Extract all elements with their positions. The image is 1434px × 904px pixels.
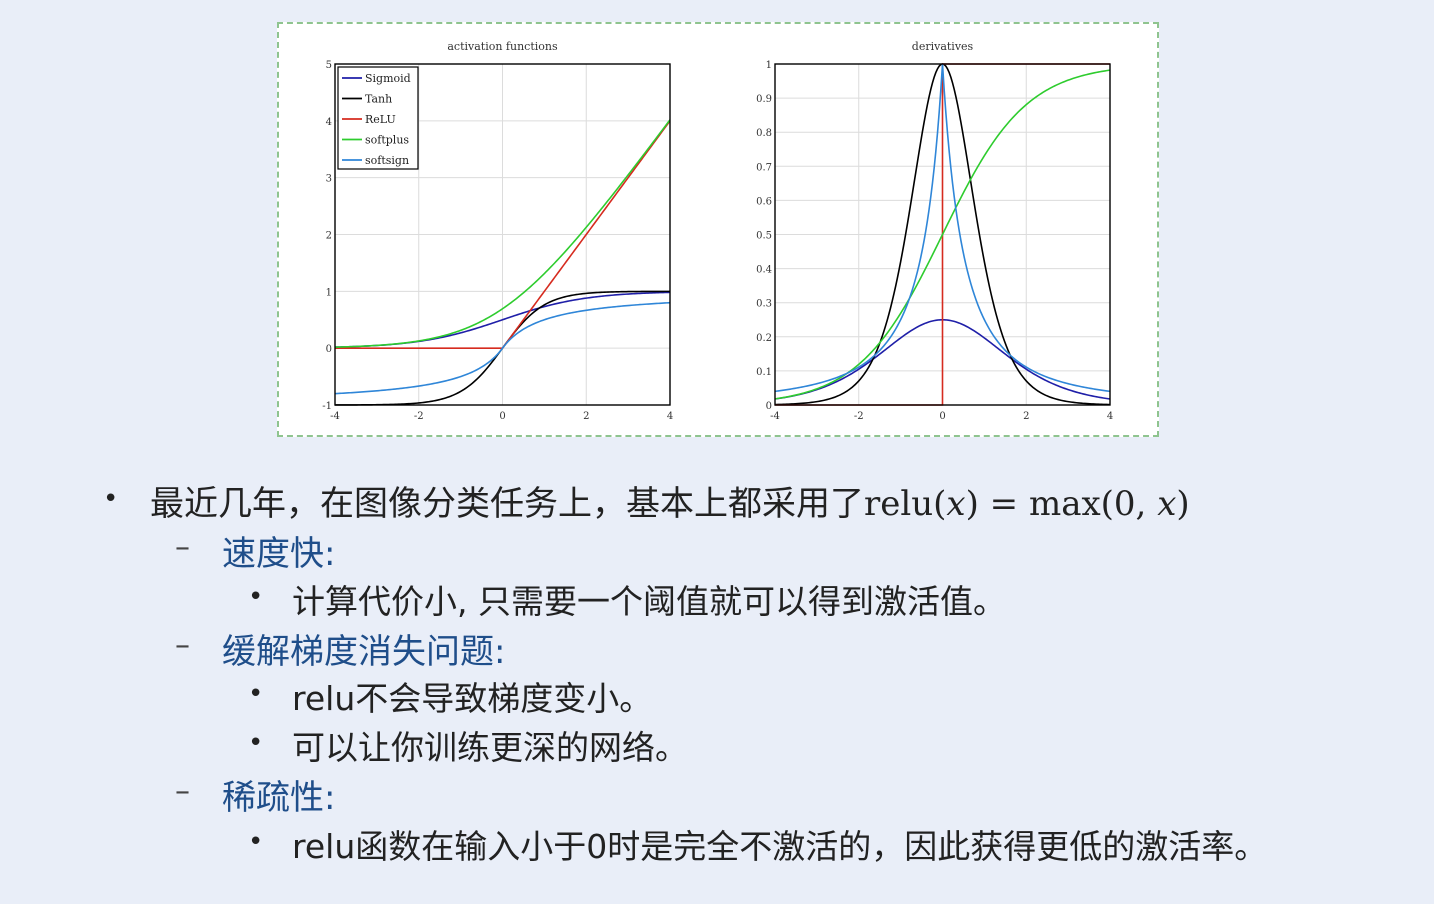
x-tick-label: 2 xyxy=(1023,411,1029,422)
legend-box xyxy=(337,66,419,170)
formula-end: ) xyxy=(1176,484,1190,524)
dash-marker: – xyxy=(175,530,190,565)
activation-figure: activation functions -4 -2 0 2 4 -1 0 1 2 3 4 5 Sigmo… xyxy=(322,40,1113,422)
bullet-main: 最近几年，在图像分类任务上，基本上都采用了relu(x) = max(0, x) xyxy=(150,476,1190,525)
legend-label: Tanh xyxy=(365,93,392,106)
y-tick-label: 0.9 xyxy=(756,94,772,105)
x-tick-label: -2 xyxy=(854,411,864,422)
item-vanishing-2: 可以让你训练更深的网络。 xyxy=(292,728,688,767)
x-tick-label: -2 xyxy=(414,411,424,422)
formula-mid: ) = max(0, xyxy=(965,484,1158,524)
y-tick-label: 0.5 xyxy=(756,231,772,242)
item-sparsity-1: relu函数在输入小于0时是完全不激活的，因此获得更低的激活率。 xyxy=(292,827,1268,866)
y-tick-label: 0.2 xyxy=(756,333,772,344)
legend-label: Sigmoid xyxy=(365,72,411,85)
y-tick-label: 0.1 xyxy=(756,367,772,378)
x-tick-label: 0 xyxy=(499,411,505,422)
y-tick-label: -1 xyxy=(322,401,332,412)
item-vanishing-1: relu不会导致梯度变小。 xyxy=(292,679,653,718)
relu-formula: relu(x) = max(0, x) xyxy=(864,484,1190,524)
y-tick-label: 1 xyxy=(766,60,772,71)
x-tick-label: 4 xyxy=(667,411,673,422)
legend-label: softsign xyxy=(365,154,409,167)
series-line-d_softplus xyxy=(774,69,1111,400)
x-tick-label: 2 xyxy=(583,411,589,422)
y-tick-label: 0.6 xyxy=(756,196,772,207)
sub-heading-speed: 速度快: xyxy=(222,534,336,574)
figure-panel: activation functions -4 -2 0 2 4 -1 0 1 2 3 4 5 Sigmo… xyxy=(277,22,1159,437)
bullet-marker: • xyxy=(248,728,264,758)
bullet-marker: • xyxy=(248,827,264,857)
y-tick-label: 0 xyxy=(766,401,772,412)
chart-title: derivatives xyxy=(912,40,974,53)
sub-heading-vanishing: 缓解梯度消失问题: xyxy=(222,632,506,672)
legend-label: ReLU xyxy=(365,113,396,126)
formula-var: x xyxy=(946,484,966,524)
y-tick-label: 0.3 xyxy=(756,299,772,310)
bullet-marker: • xyxy=(248,582,264,612)
y-tick-label: 2 xyxy=(326,231,332,242)
bullet-main-text: 最近几年，在图像分类任务上，基本上都采用了 xyxy=(150,484,864,524)
y-tick-label: 0.7 xyxy=(756,162,772,173)
item-speed-1: 计算代价小, 只需要一个阈值就可以得到激活值。 xyxy=(292,582,1006,621)
bullet-marker: • xyxy=(248,679,264,709)
series-line-softplus xyxy=(334,119,671,348)
chart-title: activation functions xyxy=(447,40,558,53)
y-tick-label: 0 xyxy=(326,344,332,355)
series-line-softsign xyxy=(334,301,671,395)
y-tick-label: 0.8 xyxy=(756,128,772,139)
formula-var: x xyxy=(1157,484,1177,524)
plot-frame xyxy=(774,63,1111,406)
plot-frame xyxy=(334,63,671,406)
sub-heading-sparsity: 稀疏性: xyxy=(222,778,336,818)
dash-marker: – xyxy=(175,774,190,809)
y-tick-label: 3 xyxy=(326,174,332,185)
y-tick-label: 0.4 xyxy=(756,265,772,276)
y-tick-label: 1 xyxy=(326,287,332,298)
x-tick-label: 4 xyxy=(1107,411,1113,422)
x-tick-label: -4 xyxy=(330,411,340,422)
bullet-marker: • xyxy=(103,484,119,514)
legend-label: softplus xyxy=(365,134,409,147)
x-tick-label: 0 xyxy=(939,411,945,422)
y-tick-label: 5 xyxy=(326,60,332,71)
dash-marker: – xyxy=(175,628,190,663)
x-tick-label: -4 xyxy=(770,411,780,422)
formula-fn: relu( xyxy=(864,484,947,524)
y-tick-label: 4 xyxy=(326,117,332,128)
